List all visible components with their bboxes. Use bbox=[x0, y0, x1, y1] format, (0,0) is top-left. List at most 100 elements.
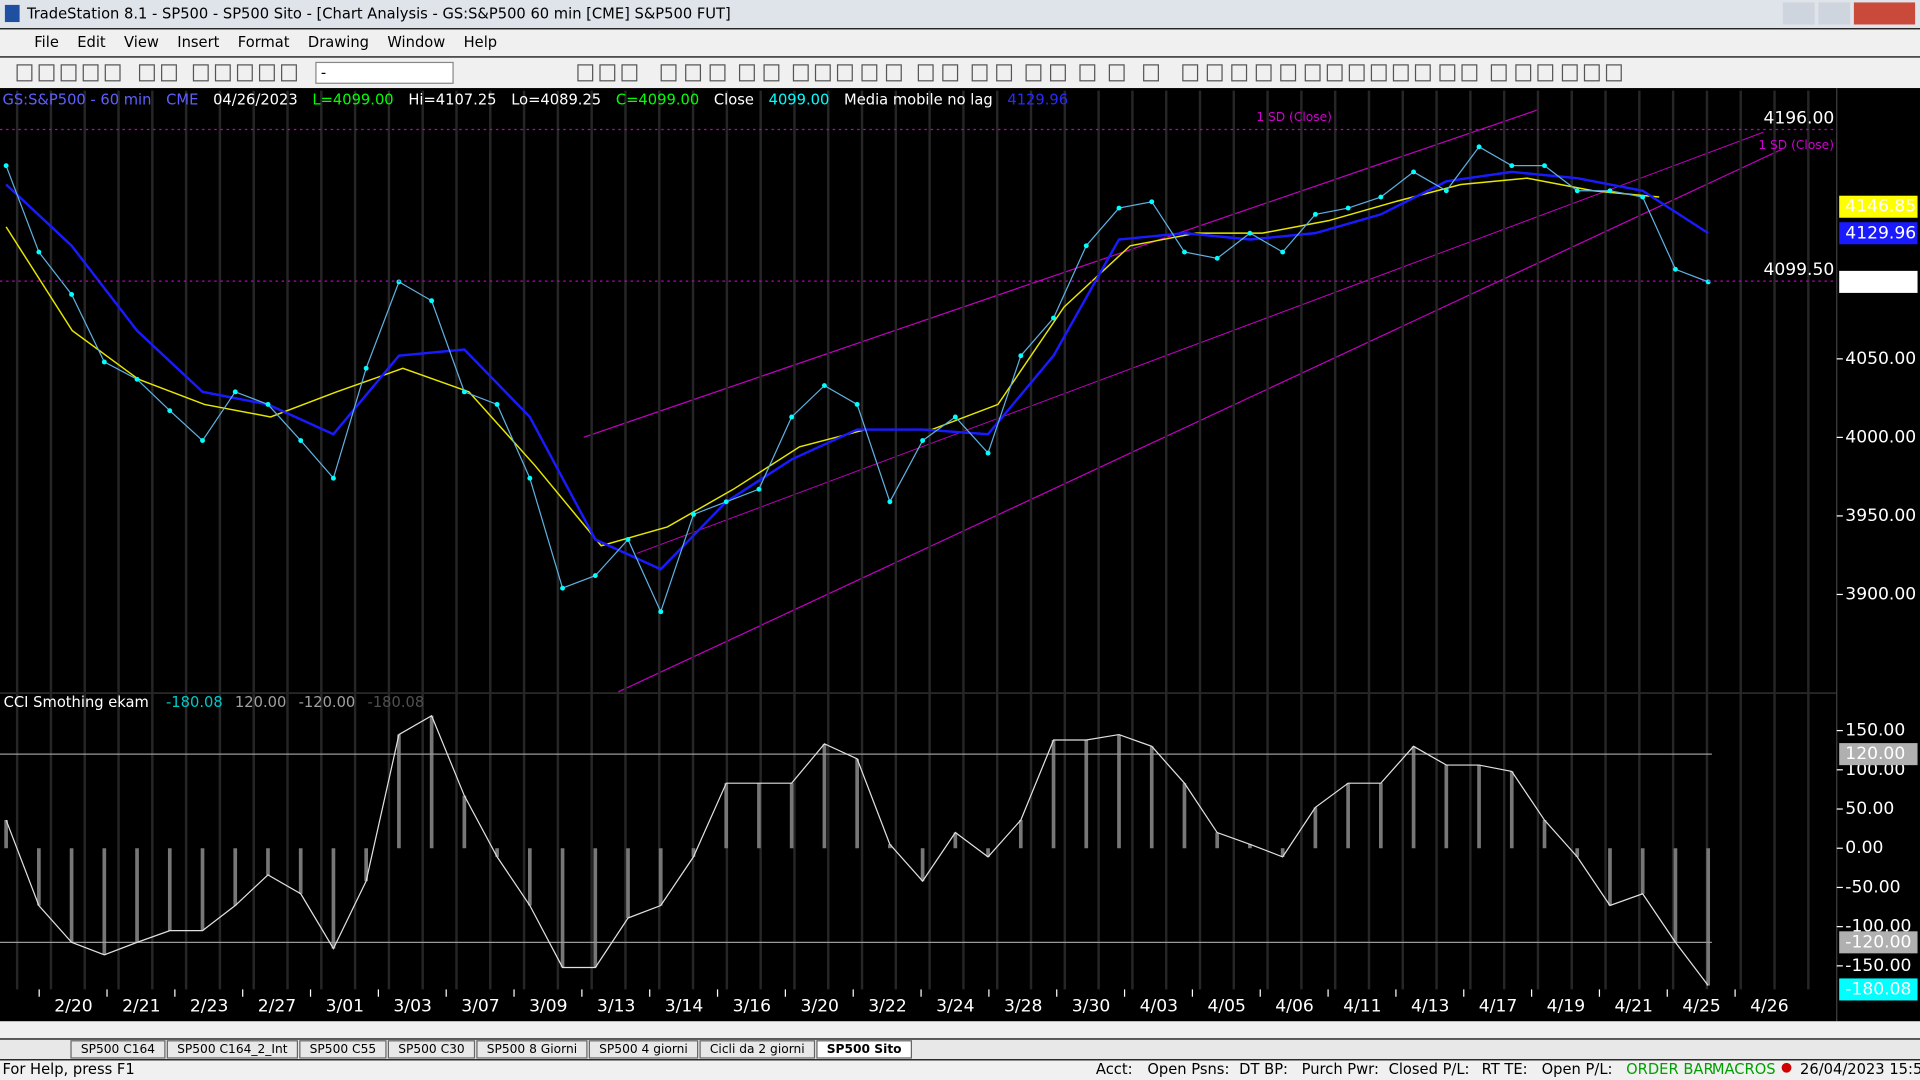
toolbar-icon[interactable] bbox=[942, 64, 959, 82]
tab[interactable] bbox=[299, 1040, 387, 1059]
tab-label[interactable]: SP500 4 giorni bbox=[599, 1042, 688, 1056]
tab[interactable] bbox=[166, 1040, 299, 1059]
toolbar-icon[interactable] bbox=[1537, 64, 1554, 82]
toolbar-icon[interactable] bbox=[885, 64, 902, 82]
toolbar-icon[interactable] bbox=[1605, 64, 1622, 82]
toolbar-icon[interactable] bbox=[1231, 64, 1248, 82]
y-tick-label: 150.00 bbox=[1845, 721, 1905, 741]
toolbar-icon[interactable] bbox=[38, 64, 55, 82]
toolbar-icon[interactable] bbox=[1348, 64, 1365, 82]
tab[interactable] bbox=[476, 1040, 588, 1059]
toolbar-icon[interactable] bbox=[599, 64, 616, 82]
toolbar-icon[interactable] bbox=[281, 64, 297, 82]
toolbar-icon[interactable] bbox=[996, 64, 1013, 82]
tab-label[interactable]: SP500 C30 bbox=[398, 1042, 465, 1056]
macros[interactable]: MACROS bbox=[1712, 1061, 1776, 1078]
tab-label[interactable]: Cicli da 2 giorni bbox=[710, 1042, 805, 1056]
tab[interactable] bbox=[588, 1040, 699, 1059]
price-label: 4146.85 bbox=[1845, 197, 1916, 217]
toolbar-icon[interactable] bbox=[60, 64, 77, 82]
tab-label[interactable]: SP500 Sito bbox=[827, 1042, 902, 1056]
combo-box[interactable] bbox=[315, 61, 454, 84]
toolbar-icon[interactable] bbox=[709, 64, 726, 82]
toolbar-icon[interactable] bbox=[1414, 64, 1431, 82]
toolbar-icon[interactable] bbox=[1025, 64, 1042, 82]
toolbar-icon[interactable] bbox=[1143, 64, 1159, 82]
maximize-button[interactable] bbox=[1818, 2, 1851, 25]
toolbar-icon[interactable] bbox=[814, 64, 831, 82]
y-tick-label: 50.00 bbox=[1845, 799, 1894, 819]
toolbar-icon[interactable] bbox=[577, 64, 594, 82]
menu-item[interactable]: File bbox=[34, 34, 59, 51]
toolbar-icon[interactable] bbox=[660, 64, 677, 82]
toolbar-icon[interactable] bbox=[1461, 64, 1478, 82]
toolbar-icon[interactable] bbox=[1182, 64, 1199, 82]
tab[interactable] bbox=[70, 1040, 166, 1059]
menu-item[interactable]: Help bbox=[464, 34, 497, 51]
toolbar-icon[interactable] bbox=[1050, 64, 1066, 82]
tab[interactable] bbox=[816, 1040, 912, 1059]
x-tick-label: 3/22 bbox=[868, 997, 906, 1017]
toolbar-icon[interactable] bbox=[1206, 64, 1223, 82]
tab-label[interactable]: SP500 C164_2_Int bbox=[177, 1042, 288, 1056]
close-point bbox=[461, 389, 467, 395]
close-point bbox=[1443, 188, 1449, 194]
menu-item[interactable]: Drawing bbox=[308, 34, 369, 51]
close-button[interactable] bbox=[1853, 2, 1916, 25]
scrollbar[interactable] bbox=[0, 1021, 1920, 1039]
menu-item[interactable]: View bbox=[124, 34, 159, 51]
toolbar-icon[interactable] bbox=[214, 64, 231, 82]
toolbar-icon[interactable] bbox=[82, 64, 99, 82]
toolbar-icon[interactable] bbox=[1392, 64, 1409, 82]
toolbar-icon[interactable] bbox=[971, 64, 988, 82]
toolbar-icon[interactable] bbox=[861, 64, 878, 82]
toolbar-icon[interactable] bbox=[236, 64, 253, 82]
toolbar-icon[interactable] bbox=[1583, 64, 1600, 82]
x-tick-label: 4/13 bbox=[1411, 997, 1449, 1017]
menu-item[interactable]: Window bbox=[387, 34, 445, 51]
close-point bbox=[789, 414, 795, 420]
toolbar-icon[interactable] bbox=[738, 64, 755, 82]
status-field: Acct: bbox=[1096, 1061, 1133, 1078]
toolbar-icon[interactable] bbox=[104, 64, 121, 82]
order-bar[interactable]: ORDER BAR bbox=[1626, 1061, 1714, 1078]
toolbar-icon[interactable] bbox=[1280, 64, 1297, 82]
toolbar-icon[interactable] bbox=[1108, 64, 1125, 82]
tab-label[interactable]: SP500 8 Giorni bbox=[487, 1042, 577, 1056]
channel-upper bbox=[583, 109, 1537, 438]
toolbar-icon[interactable] bbox=[1079, 64, 1096, 82]
tab[interactable] bbox=[387, 1040, 476, 1059]
toolbar-icon[interactable] bbox=[763, 64, 780, 82]
cci-title: CCI Smothing ekam bbox=[4, 694, 149, 711]
toolbar-icon[interactable] bbox=[258, 64, 275, 82]
toolbar-icon[interactable] bbox=[192, 64, 209, 82]
menu-item[interactable]: Edit bbox=[77, 34, 106, 51]
toolbar-icon[interactable] bbox=[1515, 64, 1532, 82]
toolbar-icon[interactable] bbox=[1304, 64, 1321, 82]
menu-item[interactable]: Format bbox=[238, 34, 290, 51]
tab[interactable] bbox=[699, 1040, 816, 1059]
toolbar-icon[interactable] bbox=[1490, 64, 1507, 82]
toolbar-icon[interactable] bbox=[1370, 64, 1387, 82]
close-point bbox=[1214, 255, 1220, 261]
close-point bbox=[756, 486, 762, 492]
toolbar-icon[interactable] bbox=[621, 64, 638, 82]
toolbar-icon[interactable] bbox=[836, 64, 853, 82]
toolbar-icon[interactable] bbox=[917, 64, 934, 82]
header-item: 04/26/2023 bbox=[213, 91, 298, 108]
toolbar-icon[interactable] bbox=[161, 64, 177, 82]
toolbar-icon[interactable] bbox=[1439, 64, 1456, 82]
toolbar-icon[interactable] bbox=[1255, 64, 1272, 82]
tab-label[interactable]: SP500 C164 bbox=[81, 1042, 155, 1056]
toolbar-icon[interactable] bbox=[792, 64, 809, 82]
menu-item[interactable]: Insert bbox=[177, 34, 219, 51]
toolbar-icon[interactable] bbox=[685, 64, 702, 82]
price-label: 4129.96 bbox=[1845, 223, 1916, 243]
tab-label[interactable]: SP500 C55 bbox=[310, 1042, 377, 1056]
status-dot bbox=[1781, 1062, 1792, 1073]
minimize-button[interactable] bbox=[1782, 2, 1815, 25]
toolbar-icon[interactable] bbox=[1561, 64, 1578, 82]
toolbar-icon[interactable] bbox=[16, 64, 33, 82]
toolbar-icon[interactable] bbox=[138, 64, 155, 82]
toolbar-icon[interactable] bbox=[1326, 64, 1343, 82]
